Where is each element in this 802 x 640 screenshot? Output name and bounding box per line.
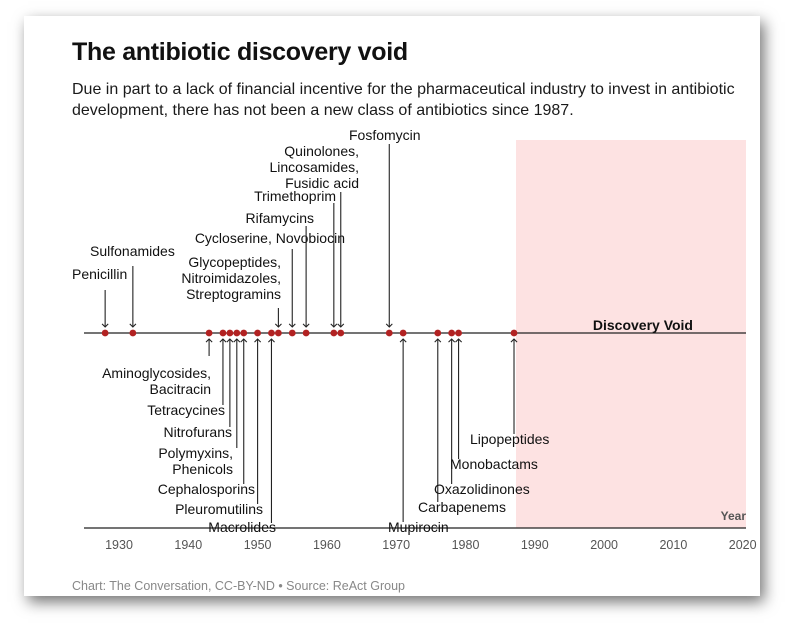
- event-label: Fosfomycin: [349, 127, 421, 143]
- event-point: [399, 329, 407, 337]
- event-label: Rifamycins: [246, 210, 314, 226]
- event-point: [219, 329, 227, 337]
- event-label: Glycopeptides, Nitroimidazoles, Streptogra…: [181, 254, 281, 302]
- event-label: Cephalosporins: [158, 481, 255, 497]
- x-tick-label: 1990: [521, 538, 549, 552]
- x-tick-label: 1960: [313, 538, 341, 552]
- event-point: [205, 329, 213, 337]
- event-label: Monobactams: [450, 456, 538, 472]
- discovery-void-label: Discovery Void: [593, 317, 693, 333]
- event-point: [302, 329, 310, 337]
- chart-subtitle: Due in part to a lack of financial incen…: [72, 81, 735, 119]
- event-label: Quinolones, Lincosamides, Fusidic acid: [270, 143, 360, 191]
- event-point: [101, 329, 109, 337]
- x-tick-label: 1980: [452, 538, 480, 552]
- x-tick-label: 1940: [174, 538, 202, 552]
- event-point: [288, 329, 296, 337]
- event-point: [448, 329, 456, 337]
- event-point: [510, 329, 518, 337]
- event-label: Trimethoprim: [254, 188, 336, 204]
- event-label: Lipopeptides: [470, 431, 549, 447]
- x-tick-label: 1950: [244, 538, 272, 552]
- chart-title: The antibiotic discovery void: [72, 38, 408, 66]
- discovery-void-region: [516, 140, 746, 528]
- event-point: [129, 329, 137, 337]
- x-tick-label: 2000: [590, 538, 618, 552]
- x-axis-title: Year: [721, 509, 747, 523]
- event-point: [337, 329, 345, 337]
- chart-source: Chart: The Conversation, CC-BY-ND • Sour…: [72, 579, 405, 593]
- event-label: Mupirocin: [388, 519, 449, 535]
- event-point: [240, 329, 248, 337]
- event-label: Aminoglycosides, Bacitracin: [102, 365, 211, 397]
- event-label: Nitrofurans: [164, 424, 232, 440]
- event-point: [254, 329, 261, 337]
- event-label: Carbapenems: [418, 499, 506, 515]
- event-label: Macrolides: [208, 519, 276, 535]
- event-point: [330, 329, 338, 337]
- event-point: [274, 329, 282, 337]
- event-label: Cycloserine, Novobiocin: [195, 230, 345, 246]
- event-label: Penicillin: [72, 266, 127, 282]
- event-label: Pleuromutilins: [175, 501, 263, 517]
- x-tick-label: 1970: [382, 538, 410, 552]
- event-label: Polymyxins, Phenicols: [158, 445, 233, 477]
- event-label: Sulfonamides: [90, 243, 175, 259]
- event-point: [434, 329, 442, 337]
- event-point: [226, 329, 234, 337]
- x-tick-label: 2020: [729, 538, 757, 552]
- event-label: Tetracycines: [147, 402, 225, 418]
- x-axis-ticks: 1930 1940 1950 1960 1970 1980 1990 2000 2010 2020: [105, 538, 757, 552]
- event-point: [233, 329, 241, 337]
- x-tick-label: 1930: [105, 538, 133, 552]
- discovery-events: Penicillin Sulfonamides Aminoglycosides, Ba…: [72, 127, 549, 535]
- event-point: [385, 329, 393, 337]
- event-label: Oxazolidinones: [434, 481, 530, 497]
- event-point: [455, 329, 462, 337]
- event-point: [268, 329, 275, 337]
- x-tick-label: 2010: [659, 538, 687, 552]
